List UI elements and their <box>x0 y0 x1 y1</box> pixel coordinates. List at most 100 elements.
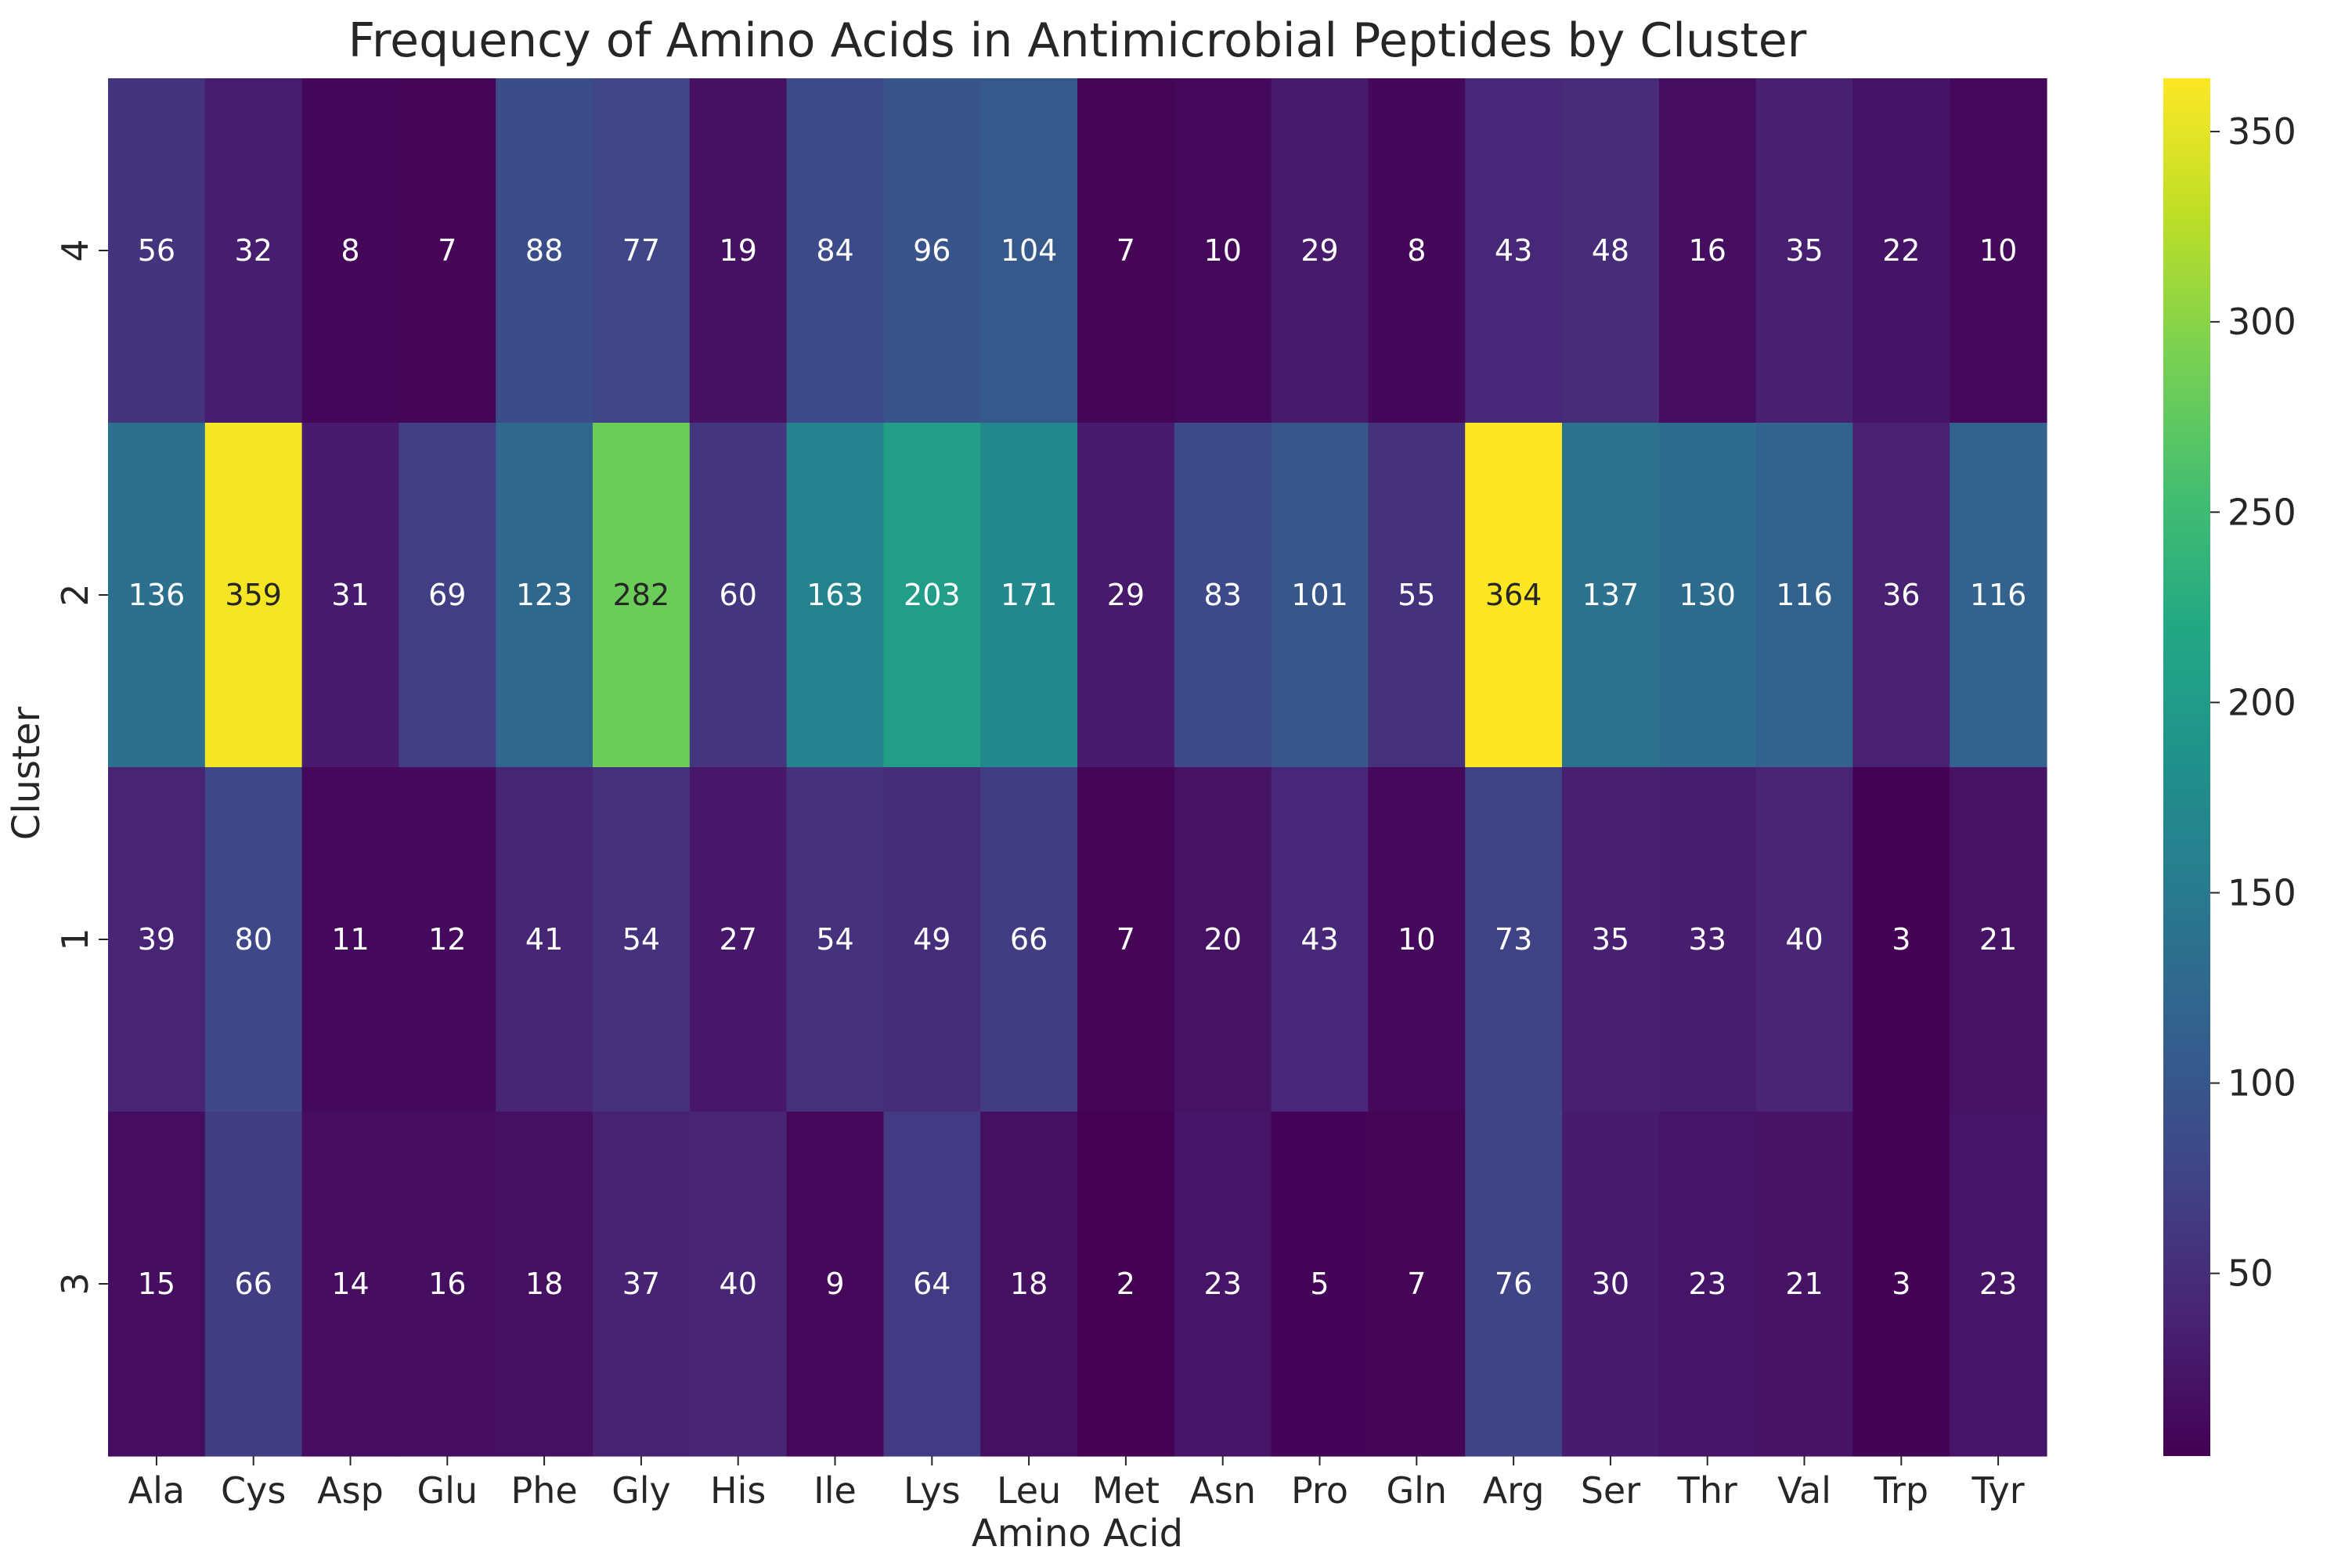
heatmap-cell <box>980 767 1078 1112</box>
y-tick-label: 4 <box>54 239 96 261</box>
heatmap-cell <box>593 767 691 1112</box>
heatmap-cell <box>108 767 206 1112</box>
cell-value-label: 171 <box>1001 578 1058 612</box>
cell-value-label: 136 <box>128 578 186 612</box>
colorbar-tick-label: 150 <box>2228 871 2296 914</box>
cell-value-label: 48 <box>1592 233 1629 268</box>
y-axis-label: Cluster <box>5 707 49 841</box>
cell-value-label: 10 <box>1204 233 1242 268</box>
x-tick-label: Thr <box>1677 1469 1737 1512</box>
heatmap-cell <box>1077 423 1175 768</box>
x-tick-label: Gly <box>611 1469 671 1512</box>
cell-value-label: 2 <box>1116 1267 1135 1301</box>
cell-value-label: 33 <box>1689 922 1726 957</box>
cell-value-label: 9 <box>825 1267 844 1301</box>
heatmap-cell <box>1658 1112 1757 1457</box>
heatmap-cell <box>496 767 593 1112</box>
x-axis-ticks: Ala Cys Asp Glu Phe Gly His Ile Lys Leu Met Asn Pro G… <box>128 1456 2025 1512</box>
colorbar-tick-label: 300 <box>2228 301 2296 343</box>
heatmap-cell <box>1465 1112 1563 1457</box>
cell-value-label: 19 <box>720 233 757 268</box>
cell-value-label: 359 <box>225 578 282 612</box>
heatmap-cell <box>593 1112 691 1457</box>
heatmap-cell <box>1950 423 2047 768</box>
heatmap-cell <box>1562 1112 1660 1457</box>
heatmap-cell <box>301 1112 399 1457</box>
cell-value-label: 11 <box>331 922 369 957</box>
x-tick-label: Trp <box>1874 1469 1928 1512</box>
cell-value-label: 7 <box>438 233 456 268</box>
heatmap-cell <box>689 78 788 424</box>
cell-value-label: 364 <box>1485 578 1542 612</box>
heatmap-cell <box>1755 1112 1853 1457</box>
cell-value-label: 43 <box>1300 922 1338 957</box>
heatmap-cell <box>1950 767 2047 1112</box>
cell-value-label: 15 <box>138 1267 175 1301</box>
cell-value-label: 23 <box>1979 1267 2017 1301</box>
heatmap-cell <box>399 78 496 424</box>
cell-value-label: 203 <box>904 578 961 612</box>
cell-value-label: 76 <box>1495 1267 1532 1301</box>
cell-value-label: 123 <box>516 578 573 612</box>
cell-value-label: 21 <box>1979 922 2017 957</box>
heatmap-cell <box>980 1112 1078 1457</box>
heatmap-cell <box>786 78 884 424</box>
cell-value-label: 18 <box>1010 1267 1048 1301</box>
cell-value-label: 104 <box>1001 233 1058 268</box>
colorbar-tick-label: 100 <box>2228 1062 2296 1105</box>
heatmap-cell <box>1368 767 1466 1112</box>
x-tick-label: Cys <box>221 1469 286 1512</box>
cell-value-label: 12 <box>428 922 466 957</box>
cell-value-label: 37 <box>622 1267 660 1301</box>
heatmap-cell <box>1755 767 1853 1112</box>
x-tick-label: Arg <box>1483 1469 1545 1512</box>
x-tick-label: Val <box>1777 1469 1831 1512</box>
heatmap-cell <box>593 423 691 768</box>
cell-value-label: 101 <box>1291 578 1348 612</box>
heatmap-cell <box>301 423 399 768</box>
heatmap-cell <box>204 767 303 1112</box>
cell-value-label: 18 <box>525 1267 563 1301</box>
colorbar <box>2163 78 2210 1456</box>
heatmap-cell <box>1271 767 1369 1112</box>
cell-value-label: 282 <box>613 578 670 612</box>
cell-value-label: 96 <box>913 233 951 268</box>
cell-value-label: 7 <box>1116 233 1135 268</box>
heatmap-cell <box>399 767 496 1112</box>
heatmap-cell <box>883 78 981 424</box>
heatmap-cell <box>980 423 1078 768</box>
heatmap-cell <box>1271 78 1369 424</box>
cell-value-label: 16 <box>428 1267 466 1301</box>
heatmap-cell <box>1562 423 1660 768</box>
heatmap-cell <box>1174 423 1272 768</box>
x-tick-label: Phe <box>510 1469 577 1512</box>
heatmap-cell <box>1755 423 1853 768</box>
heatmap-cell <box>980 78 1078 424</box>
cell-value-label: 23 <box>1204 1267 1242 1301</box>
cell-value-label: 40 <box>720 1267 757 1301</box>
cell-value-label: 23 <box>1689 1267 1726 1301</box>
heatmap-cell <box>1658 78 1757 424</box>
x-tick-label: Tyr <box>1971 1469 2025 1512</box>
cell-value-label: 30 <box>1592 1267 1629 1301</box>
cell-value-label: 73 <box>1495 922 1532 957</box>
cell-value-label: 14 <box>331 1267 369 1301</box>
cell-value-label: 3 <box>1892 1267 1910 1301</box>
heatmap-cell <box>1368 1112 1466 1457</box>
heatmap-cell <box>204 423 303 768</box>
x-tick-label: Gln <box>1387 1469 1448 1512</box>
x-tick-label: Lys <box>904 1469 961 1512</box>
heatmap-cell <box>593 78 691 424</box>
cell-value-label: 16 <box>1689 233 1726 268</box>
y-tick-label: 2 <box>54 583 96 606</box>
heatmap-cell <box>301 767 399 1112</box>
heatmap-cell <box>786 767 884 1112</box>
cell-value-label: 29 <box>1107 578 1145 612</box>
heatmap-cell <box>786 1112 884 1457</box>
cell-value-label: 54 <box>622 922 660 957</box>
x-tick-label: Ser <box>1581 1469 1641 1512</box>
cell-value-label: 7 <box>1407 1267 1426 1301</box>
cell-value-label: 54 <box>816 922 853 957</box>
cell-value-label: 20 <box>1204 922 1242 957</box>
heatmap-cell <box>496 78 593 424</box>
